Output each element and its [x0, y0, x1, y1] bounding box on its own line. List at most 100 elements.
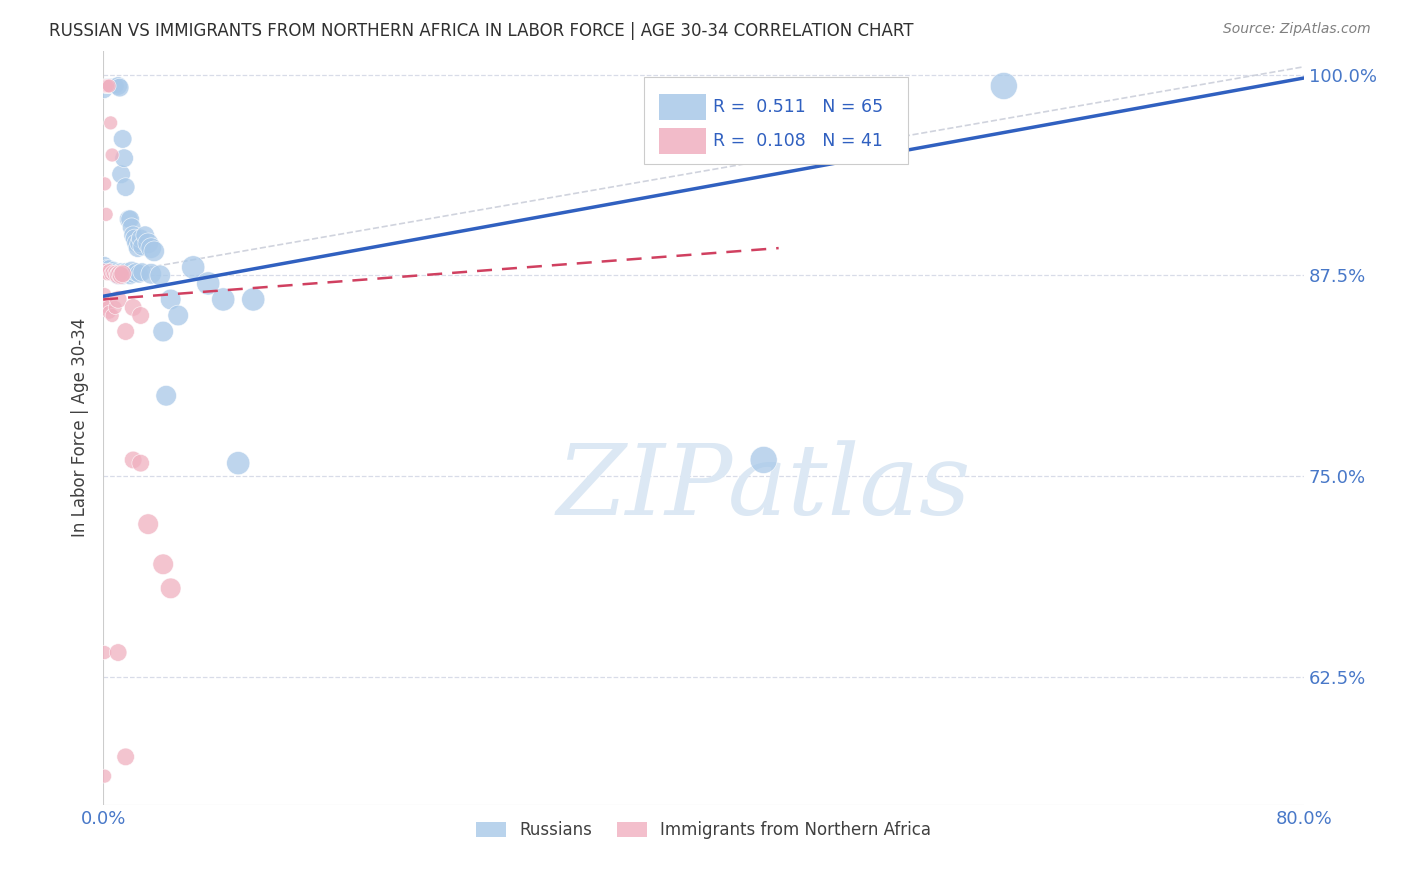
Point — [114, 749, 136, 764]
Point — [104, 265, 127, 279]
Point — [108, 267, 131, 281]
Point — [93, 78, 115, 93]
Text: RUSSIAN VS IMMIGRANTS FROM NORTHERN AFRICA IN LABOR FORCE | AGE 30-34 CORRELATIO: RUSSIAN VS IMMIGRANTS FROM NORTHERN AFRI… — [49, 22, 914, 40]
FancyBboxPatch shape — [659, 128, 706, 154]
Point — [155, 389, 177, 403]
Point — [136, 236, 159, 251]
Point — [111, 267, 134, 281]
Point — [131, 265, 153, 279]
Point — [242, 293, 264, 307]
FancyBboxPatch shape — [659, 95, 706, 120]
Point — [105, 78, 128, 93]
Point — [114, 180, 136, 194]
Point — [103, 262, 125, 277]
Point — [112, 151, 135, 165]
Point — [122, 453, 145, 467]
Point — [114, 325, 136, 339]
Point — [181, 260, 204, 275]
Point — [101, 265, 124, 279]
Point — [101, 78, 124, 93]
Point — [103, 267, 125, 281]
Point — [101, 267, 124, 281]
Point — [136, 517, 159, 532]
Point — [100, 78, 122, 93]
Point — [129, 231, 152, 245]
Text: ZIPatlas: ZIPatlas — [557, 441, 972, 536]
Point — [94, 207, 117, 221]
Point — [105, 265, 128, 279]
Point — [94, 260, 117, 275]
Point — [98, 78, 121, 93]
Point — [100, 116, 122, 130]
Point — [93, 646, 115, 660]
Point — [94, 265, 117, 279]
Point — [107, 646, 129, 660]
Point — [98, 78, 121, 93]
Point — [108, 80, 131, 95]
Point — [93, 287, 115, 301]
Point — [129, 309, 152, 323]
Point — [93, 263, 115, 277]
Point — [107, 78, 129, 93]
Point — [122, 228, 145, 243]
Point — [94, 78, 117, 93]
Text: R =  0.511   N = 65: R = 0.511 N = 65 — [713, 98, 883, 116]
Point — [122, 301, 145, 315]
Point — [93, 257, 115, 271]
Point — [110, 265, 132, 279]
Point — [93, 177, 115, 191]
Point — [124, 231, 146, 245]
Point — [152, 558, 174, 572]
Point — [104, 263, 127, 277]
Point — [97, 78, 120, 93]
Point — [108, 267, 131, 281]
Point — [120, 212, 142, 227]
Point — [103, 78, 125, 93]
Point — [97, 263, 120, 277]
Point — [98, 260, 121, 275]
Point — [212, 293, 235, 307]
Point — [752, 453, 775, 467]
Point — [98, 263, 121, 277]
Point — [93, 84, 115, 98]
Point — [128, 236, 150, 251]
Point — [97, 78, 120, 93]
Point — [141, 241, 163, 255]
Point — [104, 78, 127, 93]
Point — [197, 277, 219, 291]
Point — [111, 132, 134, 146]
Point — [128, 267, 150, 281]
Point — [127, 241, 149, 255]
Point — [141, 267, 163, 281]
Point — [100, 267, 122, 281]
Point — [112, 267, 135, 281]
FancyBboxPatch shape — [644, 77, 908, 164]
Point — [93, 769, 115, 783]
Point — [107, 293, 129, 307]
Point — [226, 456, 249, 470]
Point — [134, 228, 156, 243]
Point — [110, 268, 132, 283]
Point — [125, 265, 148, 279]
Text: Source: ZipAtlas.com: Source: ZipAtlas.com — [1223, 22, 1371, 37]
Point — [120, 268, 142, 283]
Point — [97, 301, 120, 315]
Point — [159, 293, 181, 307]
Point — [149, 268, 172, 283]
Point — [993, 78, 1015, 93]
Point — [167, 309, 190, 323]
Point — [107, 268, 129, 283]
Point — [122, 267, 145, 281]
Point — [100, 263, 122, 277]
Point — [129, 456, 152, 470]
Point — [97, 267, 120, 281]
Point — [107, 268, 129, 283]
Point — [101, 148, 124, 162]
Point — [114, 265, 136, 279]
Point — [152, 325, 174, 339]
Point — [121, 220, 143, 235]
Point — [94, 78, 117, 93]
Point — [101, 309, 124, 323]
Point — [111, 268, 134, 283]
Point — [131, 239, 153, 253]
